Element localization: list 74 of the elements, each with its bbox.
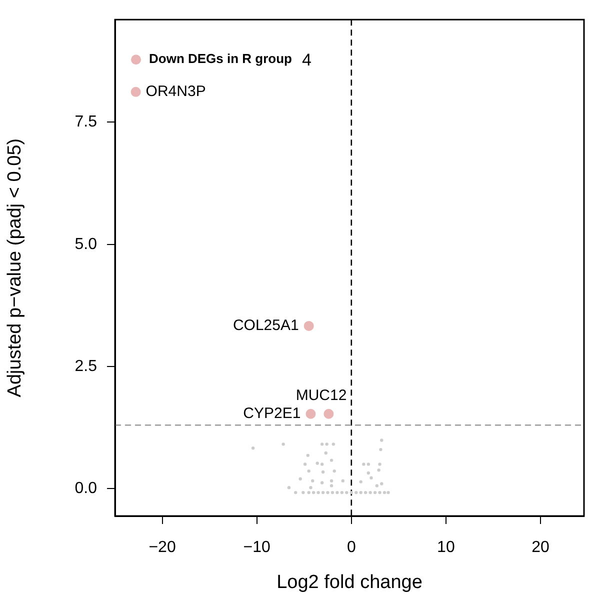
point — [311, 479, 314, 482]
x-tick-label: 20 — [532, 539, 550, 556]
point — [321, 490, 325, 494]
x-tick-label: 0 — [346, 539, 356, 556]
point — [373, 490, 377, 494]
point — [345, 490, 348, 494]
point — [282, 442, 285, 446]
point — [316, 490, 320, 494]
point — [380, 438, 384, 442]
point — [366, 462, 370, 466]
point — [306, 454, 310, 458]
legend-label: Down DEGs in R group — [149, 51, 292, 66]
point — [324, 451, 328, 455]
point — [380, 482, 384, 486]
point — [368, 490, 372, 494]
point — [359, 480, 362, 484]
point — [359, 490, 362, 494]
point — [130, 86, 141, 97]
x-tick-label: 10 — [437, 539, 455, 556]
point — [362, 462, 366, 466]
point — [336, 490, 339, 494]
point — [378, 490, 382, 494]
point — [330, 484, 334, 488]
point — [304, 320, 314, 331]
x-tick-label: −10 — [243, 539, 271, 556]
point — [330, 458, 334, 462]
x-axis-title: Log2 fold change — [276, 572, 422, 593]
y-axis-title: Adjusted p−value (padj < 0.05) — [4, 138, 26, 398]
y-tick-label: 7.5 — [74, 114, 98, 131]
point — [350, 490, 353, 494]
point — [330, 479, 334, 482]
point — [330, 490, 334, 494]
point — [312, 490, 316, 494]
point — [379, 448, 382, 452]
point — [307, 469, 310, 473]
annotation: MUC12 — [296, 387, 347, 404]
point — [386, 490, 390, 494]
point — [307, 490, 310, 494]
point — [287, 486, 291, 490]
point — [382, 490, 386, 494]
point — [326, 490, 330, 494]
point — [302, 490, 305, 494]
point — [316, 462, 319, 465]
point — [294, 490, 298, 494]
point — [332, 469, 336, 473]
annotation: OR4N3P — [146, 83, 206, 100]
point — [309, 486, 312, 490]
point — [364, 490, 368, 494]
point — [298, 477, 302, 480]
y-tick-label: 5.0 — [74, 236, 98, 253]
annotation: 4 — [302, 50, 312, 70]
point — [377, 468, 380, 472]
point — [306, 408, 316, 419]
y-tick-label: 0.0 — [74, 480, 98, 498]
point — [340, 490, 344, 494]
point — [370, 476, 373, 480]
point — [354, 490, 358, 494]
point — [366, 471, 370, 475]
x-tick-label: −20 — [148, 539, 176, 556]
point — [324, 408, 334, 419]
point — [332, 442, 336, 446]
point — [320, 442, 324, 446]
annotation: COL25A1 — [232, 317, 299, 334]
point — [378, 462, 382, 466]
annotation: CYP2E1 — [243, 405, 301, 422]
point — [251, 446, 255, 450]
point — [325, 442, 328, 446]
point — [320, 481, 324, 484]
point — [375, 484, 379, 488]
point — [303, 462, 307, 466]
point — [341, 479, 344, 482]
point — [321, 470, 325, 474]
point — [320, 462, 324, 466]
y-tick-label: 2.5 — [74, 358, 98, 375]
